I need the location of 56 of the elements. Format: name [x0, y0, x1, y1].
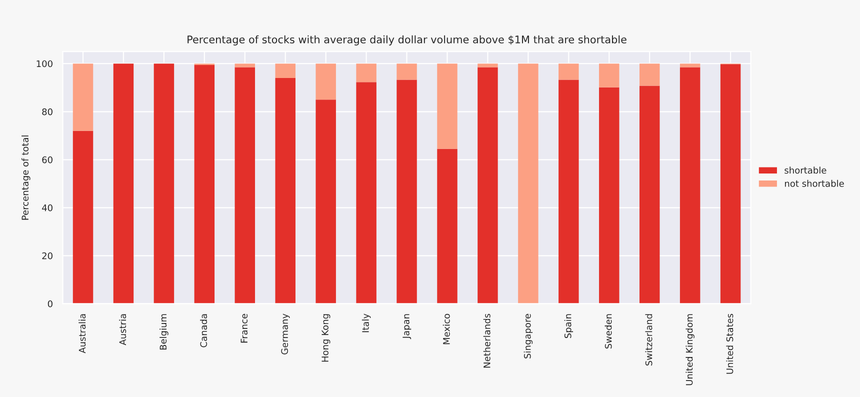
legend-label: shortable	[784, 166, 826, 174]
bar	[72, 64, 94, 131]
bar	[356, 82, 376, 304]
bar	[316, 64, 336, 100]
bar	[113, 64, 134, 304]
x-tick-label: Austria	[119, 314, 126, 346]
x-tick-label: Netherlands	[483, 314, 490, 368]
x-tick-label: Australia	[78, 314, 86, 354]
x-tick-label: France	[240, 314, 248, 343]
bar	[396, 80, 417, 304]
x-tick-label: Spain	[564, 314, 574, 338]
y-axis-title: Percentage of total	[22, 136, 30, 220]
bar	[396, 64, 417, 80]
x-tick-label: Belgium	[160, 314, 168, 350]
bar	[72, 130, 94, 304]
y-tick-label: 80	[42, 108, 52, 116]
bar	[639, 64, 660, 86]
x-tick-label: Sweden	[604, 314, 612, 349]
bar	[275, 64, 296, 78]
x-tick-label: United States	[726, 314, 734, 374]
x-tick-label: Italy	[362, 314, 371, 332]
x-tick-label: Germany	[281, 314, 290, 354]
bar	[154, 64, 174, 304]
bar	[478, 67, 498, 304]
x-tick-label: Mexico	[442, 314, 450, 344]
x-tick-label: Switzerland	[645, 314, 652, 366]
legend-label: not shortable	[785, 180, 844, 187]
bar	[234, 64, 256, 68]
bar	[356, 64, 376, 82]
bar	[720, 64, 741, 304]
bar	[478, 64, 498, 68]
bar	[437, 64, 458, 149]
x-tick-label: Canada	[200, 314, 208, 348]
bar	[599, 87, 620, 304]
bar	[234, 67, 256, 304]
bar	[639, 86, 660, 304]
x-tick-label: Japan	[402, 314, 412, 340]
bar	[558, 80, 579, 304]
bar	[680, 64, 700, 68]
bar	[194, 65, 215, 304]
bar	[275, 78, 296, 304]
x-tick-label: Hong Kong	[322, 314, 330, 362]
bar	[437, 148, 458, 304]
y-tick-label: 40	[42, 204, 52, 212]
y-tick-label: 20	[42, 252, 52, 260]
bar	[558, 64, 579, 80]
bar	[316, 100, 336, 304]
bar	[518, 64, 538, 304]
x-tick-label: United Kingdom	[686, 314, 694, 386]
x-tick-label: Singapore	[524, 314, 533, 358]
bar	[599, 64, 620, 88]
y-tick-label: 100	[36, 60, 52, 68]
bar	[680, 67, 700, 304]
chart-title: Percentage of stocks with average daily dollar volume above $1M that are shortable	[188, 35, 626, 46]
y-tick-label: 0	[48, 300, 52, 308]
y-tick-label: 60	[42, 156, 52, 164]
